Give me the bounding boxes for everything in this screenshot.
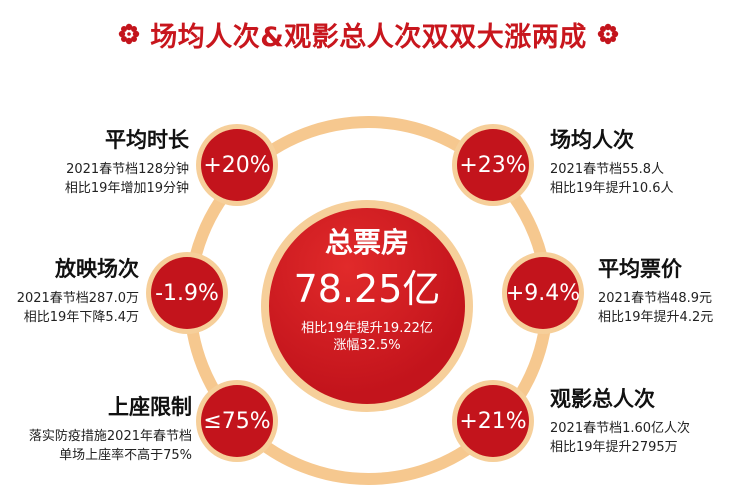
badge-avg-attendance: +23% <box>452 124 534 206</box>
center-value: 78.25亿 <box>293 267 441 311</box>
item-line1: 2021春节档1.60亿人次 <box>550 421 691 436</box>
badge-value: ≤75% <box>201 385 273 457</box>
item-line1: 2021春节档128分钟 <box>66 162 189 177</box>
item-title: 上座限制 <box>108 395 192 419</box>
center-note-line2: 涨幅32.5% <box>333 338 401 353</box>
item-line2: 相比19年下降5.4万 <box>23 310 139 325</box>
title-bar: 场均人次&观影总人次双双大涨两成 <box>0 14 737 54</box>
page-title: 场均人次&观影总人次双双大涨两成 <box>150 21 587 53</box>
label-screenings: 放映场次 2021春节档287.0万 相比19年下降5.4万 <box>17 255 139 327</box>
label-seat-limit: 上座限制 落实防疫措施2021年春节档 单场上座率不高于75% <box>29 393 192 465</box>
label-avg-price: 平均票价 2021春节档48.9元 相比19年提升4.2元 <box>598 255 713 327</box>
center-circle: 总票房 78.25亿 相比19年提升19.22亿 涨幅32.5% <box>269 208 465 404</box>
item-line2: 相比19年提升4.2元 <box>598 310 714 325</box>
label-avg-duration: 平均时长 2021春节档128分钟 相比19年增加19分钟 <box>65 126 189 198</box>
badge-avg-duration: +20% <box>196 124 278 206</box>
item-title: 场均人次 <box>550 128 634 152</box>
label-avg-attendance: 场均人次 2021春节档55.8人 相比19年提升10.6人 <box>550 126 674 198</box>
badge-screenings: -1.9% <box>146 252 228 334</box>
item-line1: 落实防疫措施2021年春节档 <box>28 429 192 444</box>
item-line2: 相比19年增加19分钟 <box>64 181 189 196</box>
item-title: 平均票价 <box>598 257 682 281</box>
badge-total-admissions: +21% <box>452 380 534 462</box>
item-title: 平均时长 <box>105 128 189 152</box>
badge-avg-price: +9.4% <box>502 252 584 334</box>
badge-value: +9.4% <box>506 257 580 329</box>
item-line2: 单场上座率不高于75% <box>59 448 192 463</box>
item-line2: 相比19年提升2795万 <box>550 440 678 455</box>
center-note-line1: 相比19年提升19.22亿 <box>301 321 433 336</box>
badge-value: +20% <box>201 129 273 201</box>
item-line1: 2021春节档55.8人 <box>550 162 665 177</box>
badge-value: +21% <box>457 385 529 457</box>
center-label: 总票房 <box>324 226 409 259</box>
item-title: 观影总人次 <box>550 387 655 411</box>
badge-seat-limit: ≤75% <box>196 380 278 462</box>
label-total-admissions: 观影总人次 2021春节档1.60亿人次 相比19年提升2795万 <box>550 385 690 457</box>
item-line2: 相比19年提升10.6人 <box>550 181 674 196</box>
flower-icon <box>119 23 140 45</box>
badge-value: -1.9% <box>151 257 223 329</box>
badge-value: +23% <box>457 129 529 201</box>
flower-icon <box>597 23 618 45</box>
item-line1: 2021春节档48.9元 <box>598 291 713 306</box>
item-title: 放映场次 <box>55 257 139 281</box>
item-line1: 2021春节档287.0万 <box>16 291 139 306</box>
